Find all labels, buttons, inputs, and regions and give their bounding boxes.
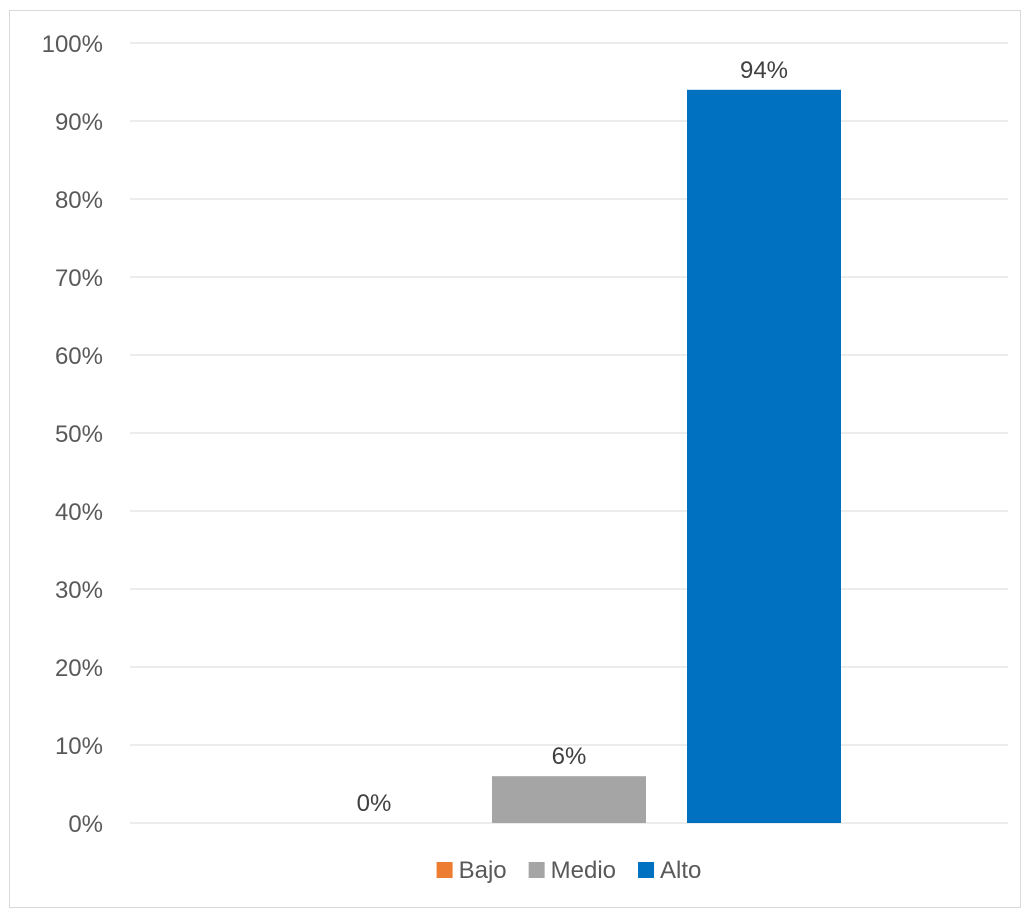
- y-tick-label: 30%: [55, 577, 103, 604]
- data-label-medio: 6%: [552, 743, 587, 770]
- legend-item-bajo: Bajo: [436, 857, 507, 884]
- legend-swatch: [638, 862, 655, 878]
- bar-alto: [687, 89, 841, 824]
- y-tick-label: 60%: [55, 343, 103, 370]
- chart-area: [9, 10, 1021, 908]
- bar-medio: [492, 776, 646, 823]
- bars: [492, 89, 841, 824]
- data-labels: 0% 6% 94%: [357, 57, 788, 817]
- legend-label: Alto: [660, 857, 701, 884]
- legend-item-medio: Medio: [528, 857, 616, 884]
- legend: Bajo Medio Alto: [436, 857, 701, 884]
- y-tick-label: 70%: [55, 265, 103, 292]
- y-tick-label: 100%: [42, 31, 103, 58]
- y-tick-label: 20%: [55, 655, 103, 682]
- legend-swatch: [436, 862, 453, 878]
- y-tick-label: 40%: [55, 499, 103, 526]
- legend-label: Bajo: [459, 857, 507, 884]
- legend-swatch: [528, 862, 545, 878]
- y-tick-label: 50%: [55, 421, 103, 448]
- y-tick-label: 80%: [55, 187, 103, 214]
- legend-item-alto: Alto: [638, 857, 701, 884]
- y-tick-label: 10%: [55, 733, 103, 760]
- data-label-alto: 94%: [740, 57, 788, 84]
- gridlines: [130, 42, 1008, 824]
- y-axis-tick-labels: 0% 10% 20% 30% 40% 50% 60% 70% 80% 90% 100%: [42, 31, 103, 838]
- y-tick-label: 0%: [68, 811, 103, 838]
- y-tick-label: 90%: [55, 109, 103, 136]
- legend-label: Medio: [551, 857, 616, 884]
- data-label-bajo: 0%: [357, 790, 392, 817]
